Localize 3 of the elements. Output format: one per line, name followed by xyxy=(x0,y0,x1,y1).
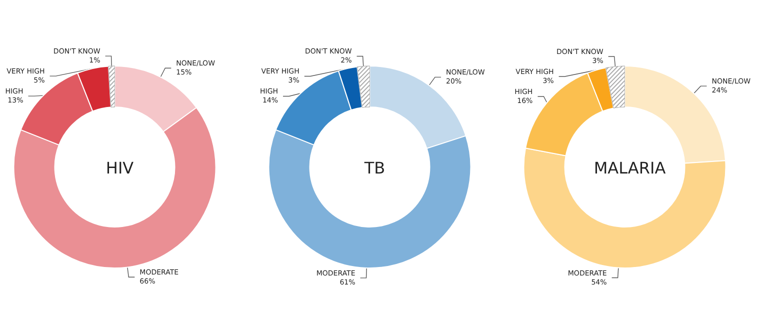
text: HIV xyxy=(106,158,134,178)
text: MALARIA xyxy=(594,158,666,178)
text: TB xyxy=(363,158,386,178)
